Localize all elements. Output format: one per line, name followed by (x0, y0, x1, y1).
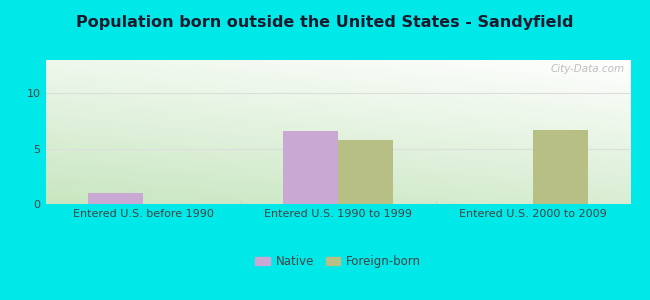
Text: City-Data.com: City-Data.com (551, 64, 625, 74)
Bar (338, 140, 393, 204)
Bar (88, 193, 143, 204)
Bar (283, 131, 338, 204)
Bar (533, 130, 588, 204)
Text: Population born outside the United States - Sandyfield: Population born outside the United State… (76, 15, 574, 30)
Legend: Native, Foreign-born: Native, Foreign-born (251, 250, 425, 273)
